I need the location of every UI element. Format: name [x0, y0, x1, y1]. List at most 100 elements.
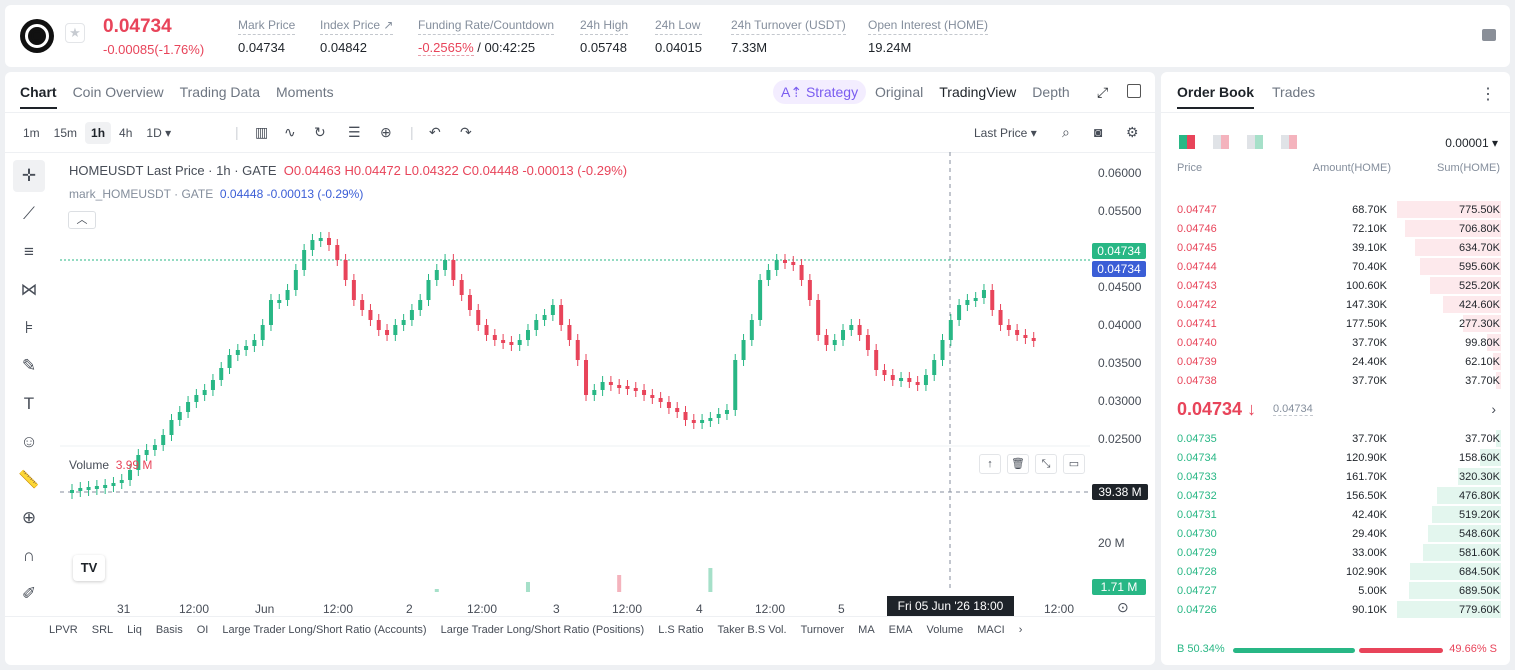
magnet-icon[interactable]: ∩ [22, 546, 36, 565]
stat-label[interactable]: Index Price ↗ [320, 18, 394, 35]
stat-label[interactable]: 24h Turnover (USDT) [731, 18, 846, 35]
view-tab-depth[interactable]: Depth [1032, 84, 1070, 100]
tab-trading-data[interactable]: Trading Data [179, 84, 261, 100]
candle [318, 238, 323, 241]
indicator-10[interactable]: MA [858, 624, 875, 636]
tab-trades[interactable]: Trades [1272, 84, 1316, 100]
add-icon[interactable]: ⊕ [380, 124, 392, 140]
indicator-6[interactable]: Large Trader Long/Short Ratio (Positions… [440, 624, 645, 636]
text-tool-icon[interactable]: T [23, 394, 35, 413]
stat-label[interactable]: 24h Low [655, 18, 702, 35]
bid-row[interactable]: 0.04734 120.90K 158.60K [1161, 448, 1510, 467]
price-source-select[interactable]: Last Price ▾ [974, 126, 1037, 140]
template-icon[interactable]: ☰ [348, 124, 361, 140]
ask-row[interactable]: 0.04747 68.70K 775.50K [1161, 200, 1510, 219]
undo-icon[interactable]: ↶ [429, 124, 441, 140]
stat-label[interactable]: Open Interest (HOME) [868, 18, 989, 35]
tab-coin-overview[interactable]: Coin Overview [72, 84, 164, 100]
indicator-13[interactable]: MACI [977, 624, 1005, 636]
bid-row[interactable]: 0.04727 5.00K 689.50K [1161, 581, 1510, 600]
ask-row[interactable]: 0.04743 100.60K 525.20K [1161, 276, 1510, 295]
indicator-0[interactable]: LPVR [49, 624, 78, 636]
stat-label[interactable]: Funding Rate/Countdown [418, 18, 555, 35]
timeframe-1[interactable]: 15m [53, 126, 78, 140]
ask-row[interactable]: 0.04742 147.30K 424.60K [1161, 295, 1510, 314]
search-icon[interactable]: ⌕ [1062, 124, 1070, 140]
ask-row[interactable]: 0.04740 37.70K 99.80K [1161, 333, 1510, 352]
move-up-icon[interactable]: ↑ [979, 454, 1001, 474]
indicator-3[interactable]: Basis [155, 624, 183, 636]
zoom-in-icon[interactable]: ⊕ [21, 508, 37, 527]
fib-tool-icon[interactable]: ⊧ [24, 318, 34, 337]
candlestick-chart[interactable] [60, 152, 1090, 592]
timeframe-2[interactable]: 1h [85, 122, 112, 144]
tab-chart[interactable]: Chart [20, 84, 57, 109]
ask-row[interactable]: 0.04739 24.40K 62.10K [1161, 352, 1510, 371]
ask-row[interactable]: 0.04744 70.40K 595.60K [1161, 257, 1510, 276]
delete-icon[interactable]: 🗑 [1007, 454, 1029, 474]
camera-icon[interactable]: ◙ [1094, 124, 1103, 140]
indicator-2[interactable]: Liq [127, 624, 142, 636]
bid-row[interactable]: 0.04735 37.70K 37.70K [1161, 429, 1510, 448]
ask-row[interactable]: 0.04738 37.70K 37.70K [1161, 371, 1510, 390]
stat-label[interactable]: Mark Price [238, 18, 296, 35]
view-asks-icon[interactable] [1281, 135, 1297, 149]
indicator-1[interactable]: SRL [91, 624, 114, 636]
view-tab-tradingview[interactable]: TradingView [939, 84, 1017, 100]
reset-zoom-icon[interactable]: ⊙ [1117, 599, 1129, 615]
chevron-right-icon[interactable]: › [1491, 401, 1496, 417]
ask-row[interactable]: 0.04746 72.10K 706.80K [1161, 219, 1510, 238]
redo-icon[interactable]: ↷ [460, 124, 472, 140]
view-both-icon[interactable] [1179, 135, 1195, 149]
horizontal-lines-icon[interactable]: ≡ [24, 242, 34, 261]
timeframe-0[interactable]: 1m [23, 126, 40, 140]
tab-moments[interactable]: Moments [276, 84, 334, 100]
bid-row[interactable]: 0.04730 29.40K 548.60K [1161, 524, 1510, 543]
ruler-icon[interactable]: 📏 [18, 470, 40, 489]
settings-gear-icon[interactable]: ⚙ [1126, 124, 1139, 140]
tab-order-book[interactable]: Order Book [1177, 84, 1255, 109]
refresh-icon[interactable]: ↻ [314, 124, 326, 140]
bid-row[interactable]: 0.04733 161.70K 320.30K [1161, 467, 1510, 486]
collapse-pane-icon[interactable]: ⤡ [1035, 454, 1057, 474]
pattern-tool-icon[interactable]: ⋈ [20, 280, 38, 299]
indicator-8[interactable]: Taker B.S Vol. [717, 624, 787, 636]
indicator-icon[interactable]: ∿ [284, 124, 296, 140]
ask-row[interactable]: 0.04741 177.50K 277.30K [1161, 314, 1510, 333]
ask-row[interactable]: 0.04745 39.10K 634.70K [1161, 238, 1510, 257]
bid-row[interactable]: 0.04732 156.50K 476.80K [1161, 486, 1510, 505]
brush-icon[interactable]: ✎ [21, 356, 37, 375]
view-split-icon[interactable] [1213, 135, 1229, 149]
book-icon[interactable] [1482, 29, 1496, 41]
indicator-9[interactable]: Turnover [800, 624, 845, 636]
bid-row[interactable]: 0.04726 90.10K 779.60K [1161, 600, 1510, 619]
stat-value: 19.24M [868, 40, 988, 55]
view-tab-original[interactable]: Original [875, 84, 924, 100]
bid-row[interactable]: 0.04728 102.90K 684.50K [1161, 562, 1510, 581]
indicator-7[interactable]: L.S Ratio [658, 624, 704, 636]
expand-icon[interactable]: ⤢ [1097, 84, 1109, 100]
view-bids-icon[interactable] [1247, 135, 1263, 149]
indicator-5[interactable]: Large Trader Long/Short Ratio (Accounts) [222, 624, 427, 636]
more-menu-icon[interactable]: ⋮ [1480, 86, 1496, 103]
indicator-4[interactable]: OI [196, 624, 209, 636]
trend-line-icon[interactable]: ⟋ [23, 204, 35, 223]
timeframe-4[interactable]: 1D ▾ [146, 126, 172, 140]
window-icon[interactable] [1127, 84, 1141, 98]
emoji-icon[interactable]: ☺ [20, 432, 38, 451]
bid-row[interactable]: 0.04731 42.40K 519.20K [1161, 505, 1510, 524]
indicator-11[interactable]: EMA [888, 624, 913, 636]
chevron-right-icon[interactable]: › [1018, 624, 1023, 636]
timeframe-3[interactable]: 4h [119, 126, 133, 140]
crosshair-tool-icon[interactable]: ✛ [13, 160, 45, 192]
candle-type-icon[interactable]: ▥ [255, 124, 269, 140]
indicator-12[interactable]: Volume [926, 624, 964, 636]
precision-select[interactable]: 0.00001 ▾ [1445, 136, 1498, 150]
stat-label[interactable]: 24h High [580, 18, 629, 35]
favorite-star-icon[interactable]: ★ [65, 23, 85, 43]
collapse-legend-button[interactable]: ︿ [68, 211, 96, 229]
maximize-pane-icon[interactable]: ▭ [1063, 454, 1085, 474]
bid-row[interactable]: 0.04729 33.00K 581.60K [1161, 543, 1510, 562]
strategy-button[interactable]: A⇡ Strategy [773, 80, 867, 104]
pencil-icon[interactable]: ✐ [21, 584, 37, 603]
